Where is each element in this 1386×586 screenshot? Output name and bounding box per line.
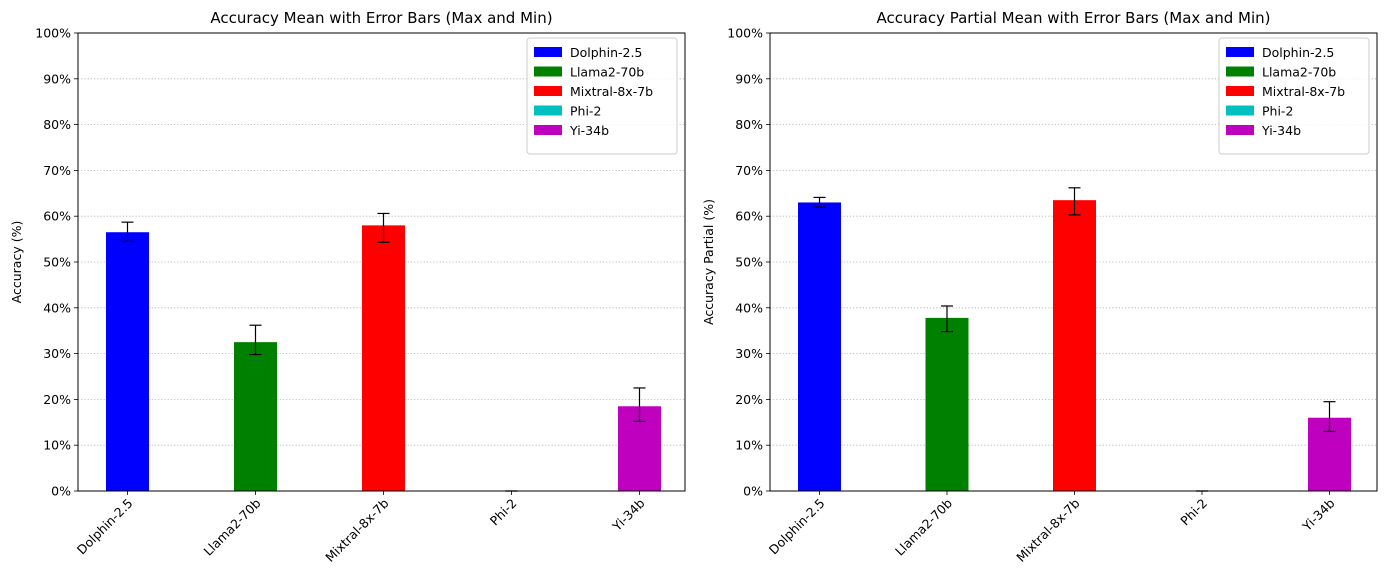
chart-0-legend-label: Llama2-70b — [570, 65, 644, 80]
chart-0-bar-mixtral-8x-7b — [362, 225, 405, 492]
chart-0-legend — [526, 37, 678, 155]
chart-1-y-tick-label: 80% — [735, 117, 763, 132]
chart-0-x-tick-label: Dolphin-2.5 — [74, 496, 136, 558]
chart-0-legend-label: Dolphin-2.5 — [570, 45, 642, 60]
chart-1-x-tick-label: Phi-2 — [1177, 496, 1210, 529]
chart-1-legend-swatch — [1226, 66, 1254, 77]
chart-1-y-tick-label: 0% — [743, 484, 763, 499]
chart-0-bar-llama2-70b — [234, 342, 277, 491]
chart-accuracy-partial-mean: Accuracy Partial Mean with Error Bars (M… — [701, 9, 1378, 565]
chart-1-legend-swatch — [1226, 47, 1254, 57]
chart-0-legend-swatch — [534, 105, 562, 116]
chart-1-x-tick-label: Dolphin-2.5 — [766, 496, 828, 558]
chart-1-x-tick-label: Mixtral-8x-7b — [1013, 495, 1082, 564]
chart-0-legend-label: Mixtral-8x-7b — [570, 84, 653, 99]
chart-0-y-tick-label: 80% — [43, 117, 71, 132]
chart-1-legend-label: Yi-34b — [1261, 123, 1301, 138]
chart-1-y-tick-label: 10% — [735, 438, 763, 453]
chart-1-y-tick-label: 50% — [735, 255, 763, 270]
chart-0-x-tick-label: Phi-2 — [487, 496, 520, 529]
chart-0-y-tick-label: 100% — [35, 26, 71, 41]
chart-1-legend-label: Dolphin-2.5 — [1262, 45, 1334, 60]
chart-1-legend-label: Phi-2 — [1262, 104, 1293, 119]
chart-1-legend-swatch — [1226, 105, 1254, 116]
chart-1-legend-swatch — [1226, 86, 1254, 96]
chart-0-legend-swatch — [534, 86, 562, 96]
chart-0-legend-label: Yi-34b — [569, 123, 609, 138]
chart-0-bar-dolphin-2-5 — [106, 232, 149, 492]
chart-0-legend-swatch — [534, 125, 562, 135]
chart-1-legend-label: Mixtral-8x-7b — [1262, 84, 1345, 99]
chart-1-legend-swatch — [1226, 125, 1254, 135]
chart-0-axes-frame — [77, 32, 686, 492]
chart-0-legend-swatch — [534, 47, 562, 57]
chart-0-y-tick-label: 20% — [43, 392, 71, 407]
chart-0-y-tick-label: 50% — [43, 255, 71, 270]
chart-1-bar-llama2-70b — [925, 317, 969, 491]
chart-1-y-tick-label: 100% — [727, 26, 763, 41]
chart-0-title: Accuracy Mean with Error Bars (Max and M… — [210, 9, 552, 27]
chart-1-y-tick-label: 40% — [735, 300, 763, 315]
chart-1-y-axis-label: Accuracy Partial (%) — [701, 199, 716, 325]
chart-1-y-tick-label: 30% — [735, 346, 763, 361]
chart-0-legend-swatch — [534, 66, 562, 77]
chart-0-x-tick-label: Mixtral-8x-7b — [322, 495, 391, 564]
chart-1-y-tick-label: 20% — [735, 392, 763, 407]
chart-0-y-tick-label: 90% — [43, 71, 71, 86]
chart-1-bar-dolphin-2-5 — [798, 202, 841, 491]
chart-0-y-tick-label: 0% — [51, 484, 71, 499]
chart-0-y-tick-label: 30% — [43, 346, 71, 361]
chart-1-title: Accuracy Partial Mean with Error Bars (M… — [876, 9, 1270, 27]
chart-1-bar-mixtral-8x-7b — [1053, 200, 1096, 492]
chart-1-x-tick-label: Llama2-70b — [892, 495, 955, 558]
chart-1-x-tick-label: Yi-34b — [1299, 495, 1338, 534]
chart-1-y-tick-label: 70% — [735, 163, 763, 178]
chart-0-y-tick-label: 70% — [43, 163, 71, 178]
chart-1-axes-frame — [769, 32, 1378, 492]
chart-1-legend — [1218, 37, 1370, 155]
chart-0-x-tick-label: Llama2-70b — [201, 495, 264, 558]
chart-0-y-tick-label: 60% — [43, 209, 71, 224]
chart-1-y-tick-label: 60% — [735, 209, 763, 224]
chart-accuracy-mean: Accuracy Mean with Error Bars (Max and M… — [9, 9, 686, 565]
chart-1-legend-label: Llama2-70b — [1262, 65, 1336, 80]
chart-0-legend-label: Phi-2 — [570, 104, 601, 119]
chart-0-y-tick-label: 10% — [43, 438, 71, 453]
chart-0-y-tick-label: 40% — [43, 300, 71, 315]
chart-0-y-axis-label: Accuracy (%) — [9, 221, 24, 304]
chart-1-y-tick-label: 90% — [735, 71, 763, 86]
chart-0-x-tick-label: Yi-34b — [609, 495, 648, 534]
